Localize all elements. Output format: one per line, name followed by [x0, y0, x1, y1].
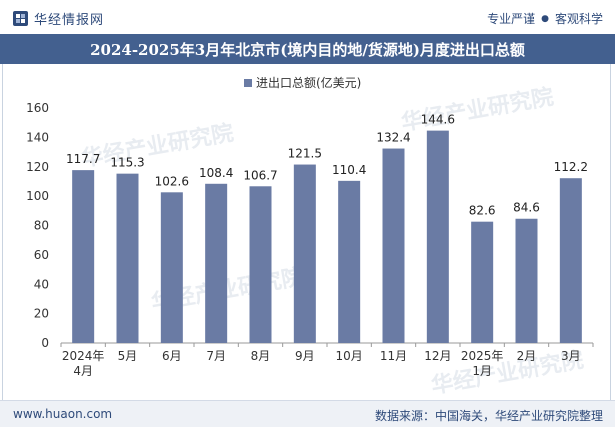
chart-title: 2024-2025年3月年北京市(境内目的地/货源地)月度进出口总额	[0, 34, 615, 64]
x-tick-label: 9月	[295, 349, 315, 363]
data-label: 108.4	[199, 166, 233, 180]
bar	[116, 173, 139, 343]
data-label: 144.6	[421, 113, 455, 127]
legend: 进出口总额(亿美元)	[244, 75, 361, 90]
data-labels: 117.7 115.3 102.6 108.4 106.7 121.5 110.4 132.4…	[66, 113, 588, 218]
footer-source: 数据来源：中国海关，华经产业研究院整理	[374, 409, 603, 423]
data-label: 106.7	[243, 168, 277, 182]
y-axis: 0 20 40 60 80 100 120 140 160	[26, 101, 49, 350]
bar	[471, 221, 494, 343]
logo[interactable]: 华经情报网	[13, 9, 104, 28]
x-tick-label: 5月	[118, 349, 138, 363]
x-tick-label: 2024年 4月	[62, 349, 105, 378]
legend-swatch	[244, 79, 252, 87]
footer-url[interactable]: www.huaon.com	[13, 407, 113, 421]
header-tags: 专业严谨 ● 客观科学	[487, 10, 603, 27]
bar	[293, 164, 316, 343]
data-label: 82.6	[469, 204, 496, 218]
top-bar: 华经情报网 专业严谨 ● 客观科学	[0, 0, 615, 34]
x-tick-label: 2月	[517, 349, 537, 363]
data-label: 102.6	[155, 174, 189, 188]
x-tick-label: 2025年 1月	[461, 349, 504, 378]
y-tick-label: 100	[26, 189, 49, 203]
logo-icon	[13, 11, 28, 26]
y-tick-label: 40	[34, 277, 49, 291]
bar	[426, 130, 449, 343]
bar	[559, 178, 582, 343]
footer: www.huaon.com 数据来源：中国海关，华经产业研究院整理	[0, 400, 615, 427]
bar	[338, 180, 361, 343]
x-tick-label: 6月	[162, 349, 182, 363]
bar	[382, 148, 405, 343]
y-tick-label: 120	[26, 160, 49, 174]
bar	[515, 218, 538, 343]
x-tick-label: 8月	[251, 349, 271, 363]
legend-label: 进出口总额(亿美元)	[256, 75, 361, 90]
data-label: 132.4	[376, 131, 410, 145]
bar	[205, 183, 228, 343]
y-tick-label: 20	[34, 307, 49, 321]
y-tick-label: 160	[26, 101, 49, 115]
bar	[249, 186, 272, 343]
bar	[160, 192, 183, 343]
data-label: 112.2	[554, 160, 588, 174]
dot-separator-icon: ●	[541, 13, 549, 24]
y-tick-label: 80	[34, 219, 49, 233]
data-label: 117.7	[66, 152, 100, 166]
x-axis: 2024年 4月 5月 6月 7月 8月 9月 10月 11月 12月 2025年 1月 2月 3月	[60, 342, 594, 378]
x-tick-label: 10月	[336, 349, 363, 363]
data-label: 115.3	[110, 156, 144, 170]
data-label: 84.6	[513, 201, 540, 215]
x-tick-label: 11月	[380, 349, 407, 363]
y-tick-label: 0	[41, 336, 49, 350]
x-tick-label: 12月	[424, 349, 451, 363]
y-tick-label: 140	[26, 130, 49, 144]
y-tick-label: 60	[34, 248, 49, 262]
x-tick-label: 3月	[561, 349, 581, 363]
data-label: 121.5	[288, 147, 322, 161]
data-label: 110.4	[332, 163, 366, 177]
bar	[72, 170, 95, 343]
logo-text: 华经情报网	[34, 13, 105, 28]
x-tick-label: 7月	[206, 349, 226, 363]
tag-2: 客观科学	[554, 12, 603, 26]
bars	[72, 130, 582, 343]
tag-1: 专业严谨	[487, 12, 536, 26]
